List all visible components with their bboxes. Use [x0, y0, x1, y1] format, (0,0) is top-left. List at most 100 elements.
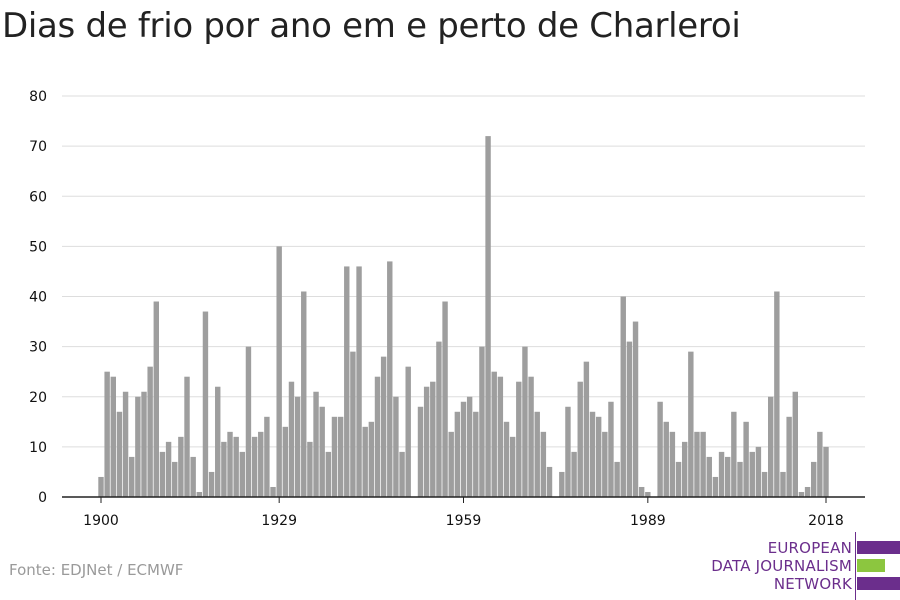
bar: [626, 341, 633, 497]
bar: [595, 416, 602, 497]
bar: [798, 491, 805, 497]
bar: [460, 401, 467, 497]
logo-bar-purple-bottom: [857, 577, 900, 590]
bar: [319, 406, 325, 497]
bar: [768, 396, 774, 497]
bar: [362, 426, 368, 497]
y-tick-label: 60: [29, 189, 47, 205]
bar: [165, 441, 172, 497]
bars: [98, 136, 829, 498]
bar: [215, 386, 221, 497]
bar: [669, 431, 676, 497]
bar: [522, 346, 528, 498]
bar: [749, 451, 755, 497]
bar: [731, 411, 737, 497]
bar: [657, 401, 663, 497]
bar: [485, 136, 491, 497]
bar: [208, 471, 215, 497]
bar: [540, 431, 547, 497]
bar: [301, 291, 307, 497]
bar: [178, 436, 184, 497]
bar: [104, 371, 110, 497]
bar: [184, 376, 190, 497]
bar: [503, 421, 510, 497]
bar: [724, 456, 731, 497]
bar: [761, 471, 768, 497]
bar: [491, 371, 497, 497]
bar: [638, 486, 645, 497]
bar: [147, 366, 153, 497]
bar: [282, 426, 289, 497]
bar: [516, 381, 522, 497]
bar: [681, 441, 688, 497]
y-tick-label: 30: [29, 340, 47, 356]
bar: [583, 361, 590, 497]
bar: [663, 421, 669, 497]
x-axis-tick-labels: 1900 1929 1959 1989 2018: [83, 513, 844, 529]
bar: [264, 416, 270, 497]
bar: [270, 486, 276, 497]
bar: [190, 456, 196, 497]
bar: [528, 376, 534, 497]
y-axis-tick-labels: 0 10 20 30 40 50 60 70 80: [29, 89, 47, 506]
y-tick-label: 50: [29, 239, 47, 255]
logo-line-1: EUROPEAN: [767, 539, 852, 557]
bar: [706, 456, 712, 497]
bar: [632, 321, 639, 497]
y-tick-label: 70: [29, 139, 47, 155]
bar: [608, 401, 614, 497]
bar: [350, 351, 356, 497]
bar: [792, 391, 798, 497]
bar: [135, 396, 141, 497]
bar: [251, 436, 258, 497]
bar: [700, 431, 706, 497]
bar: [368, 421, 375, 497]
x-axis: [62, 496, 865, 503]
bar: [325, 451, 332, 497]
bar: [288, 381, 295, 497]
bar: [780, 471, 786, 497]
bar: [380, 356, 387, 497]
bar: [620, 296, 626, 497]
bar: [497, 376, 504, 497]
logo-separator: [855, 532, 856, 600]
bar: [614, 461, 620, 497]
bar: [331, 416, 338, 497]
y-tick-label: 40: [29, 290, 47, 306]
bar: [239, 451, 246, 497]
y-tick-label: 20: [29, 390, 47, 406]
bar: [571, 451, 577, 497]
bar: [804, 486, 811, 497]
bar: [159, 451, 166, 497]
bar: [645, 491, 651, 497]
bar: [387, 261, 393, 497]
bar: [743, 421, 749, 497]
y-tick-label: 10: [29, 440, 47, 456]
edjnet-logo[interactable]: EUROPEAN DATA JOURNALISM NETWORK: [700, 532, 900, 600]
bar: [313, 391, 319, 497]
bar: [129, 456, 135, 497]
bar: [565, 406, 571, 497]
bar: [436, 341, 442, 497]
bar: [430, 381, 436, 497]
bar: [423, 386, 430, 497]
bar: [774, 291, 780, 497]
logo-line-2: DATA JOURNALISM: [711, 557, 852, 575]
logo-bar-green: [857, 559, 885, 572]
bar: [712, 476, 719, 497]
bar: [473, 411, 479, 497]
bar: [294, 396, 301, 497]
bar: [448, 431, 454, 497]
bar: [374, 376, 381, 497]
chart-title: Dias de frio por ano em e perto de Charl…: [2, 6, 741, 46]
bar: [122, 391, 129, 497]
bar: [172, 461, 178, 497]
bar: [675, 461, 682, 497]
bar: [110, 376, 116, 497]
bar: [688, 351, 694, 497]
x-tick-label: 1929: [261, 513, 297, 529]
bar: [823, 446, 829, 498]
x-tick-label: 1989: [630, 513, 666, 529]
bar: [811, 461, 817, 497]
